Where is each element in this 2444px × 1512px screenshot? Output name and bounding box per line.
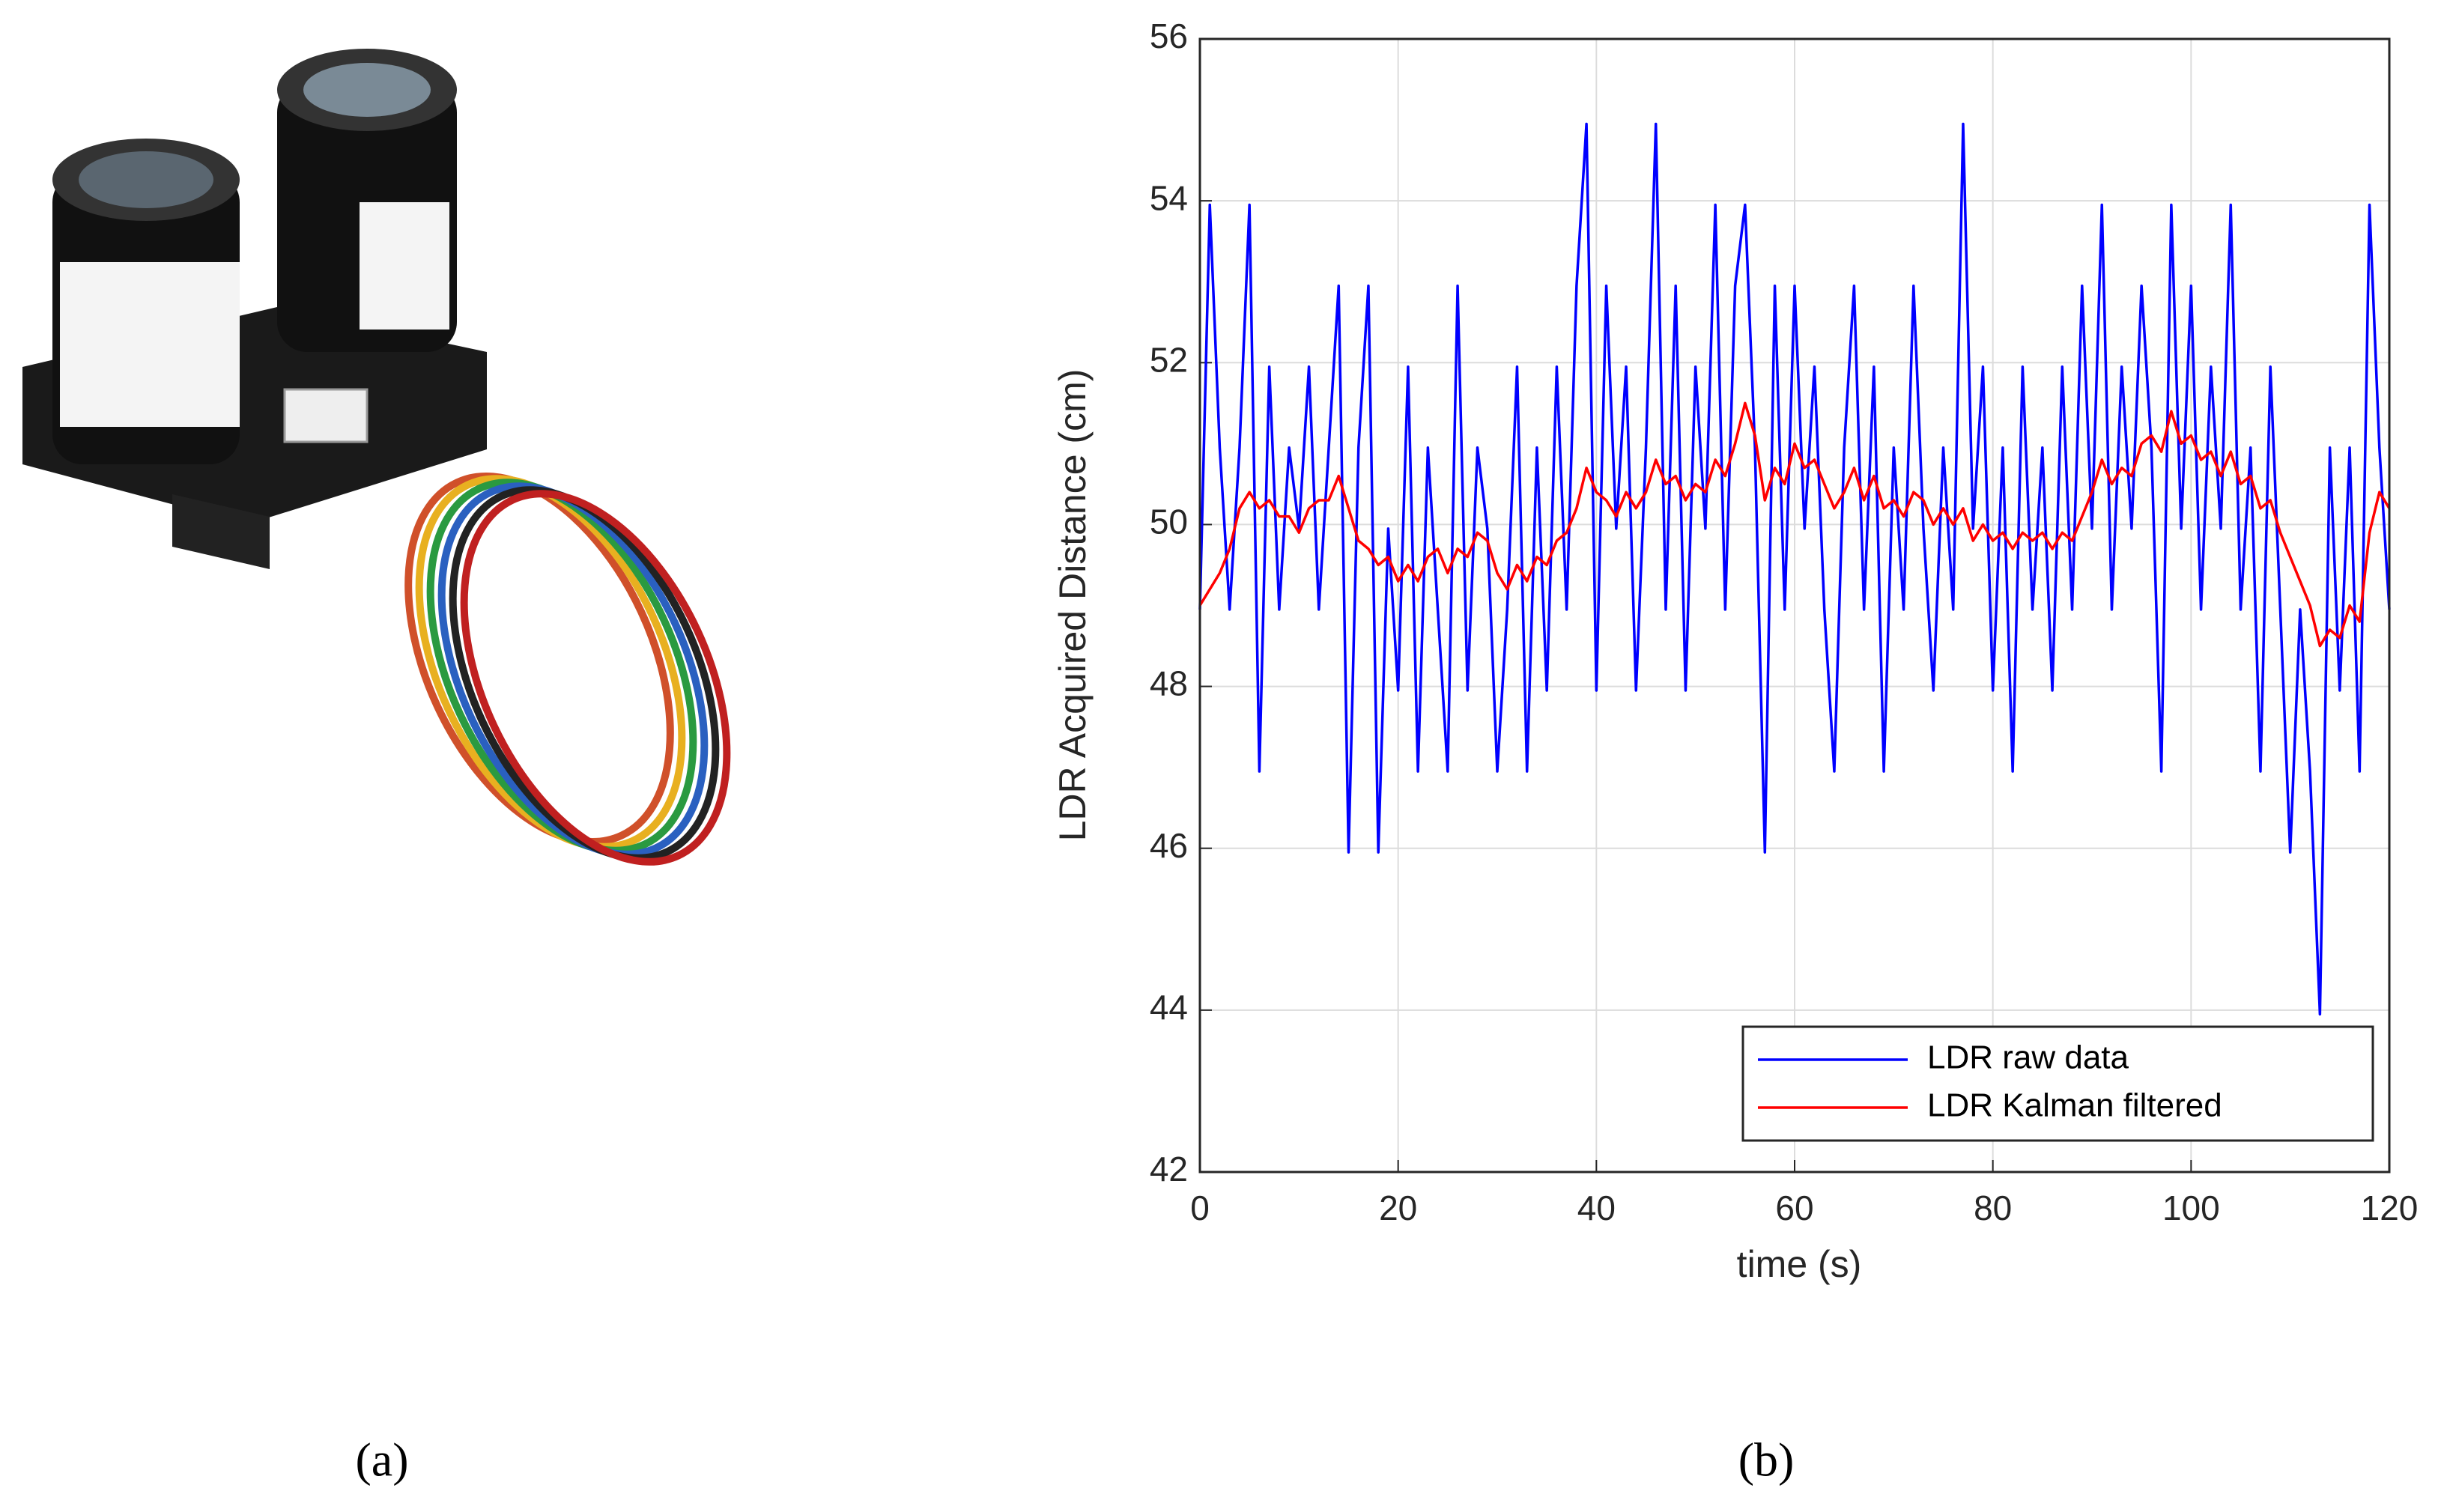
y-axis-title: LDR Acquired Distance (cm) [1052, 369, 1094, 842]
x-tick-label: 40 [1577, 1188, 1616, 1227]
y-tick-label: 48 [1150, 664, 1188, 703]
connector [283, 388, 369, 443]
lens-glass [79, 151, 213, 208]
lens-glass [303, 63, 431, 117]
x-tick-label: 0 [1190, 1188, 1210, 1227]
y-tick-label: 50 [1150, 503, 1188, 541]
wire [449, 486, 720, 862]
data-line [1198, 401, 2391, 648]
y-tick-label: 42 [1150, 1150, 1188, 1188]
wire [404, 472, 674, 846]
panel-label: (b) [1738, 1433, 1795, 1487]
wire [437, 482, 709, 858]
mount [172, 494, 270, 569]
x-tick-label: 60 [1775, 1188, 1813, 1227]
x-tick-label: 20 [1379, 1188, 1417, 1227]
y-tick-label: 44 [1150, 988, 1188, 1027]
data-line [1198, 122, 2391, 1016]
x-tick-label: 80 [1974, 1188, 2012, 1227]
y-tick-label: 52 [1150, 340, 1188, 379]
y-tick-label: 54 [1150, 178, 1188, 217]
wire [460, 490, 731, 866]
y-tick-label: 46 [1150, 826, 1188, 865]
legend-label: LDR raw data [1927, 1039, 2129, 1076]
x-tick-label: 100 [2162, 1188, 2220, 1227]
y-tick-label: 56 [1150, 16, 1188, 55]
x-tick-label: 120 [2361, 1188, 2419, 1227]
sensor-photo [22, 49, 731, 866]
x-axis-title: time (s) [1737, 1243, 1862, 1285]
wire [426, 479, 697, 854]
legend-label: LDR Kalman filtered [1927, 1087, 2222, 1124]
legend-box [1741, 1025, 2374, 1142]
sticker [60, 262, 240, 427]
wire [415, 475, 686, 851]
sticker [360, 202, 449, 330]
panel-label: (a) [355, 1433, 408, 1487]
axes-box [1198, 37, 2391, 1174]
